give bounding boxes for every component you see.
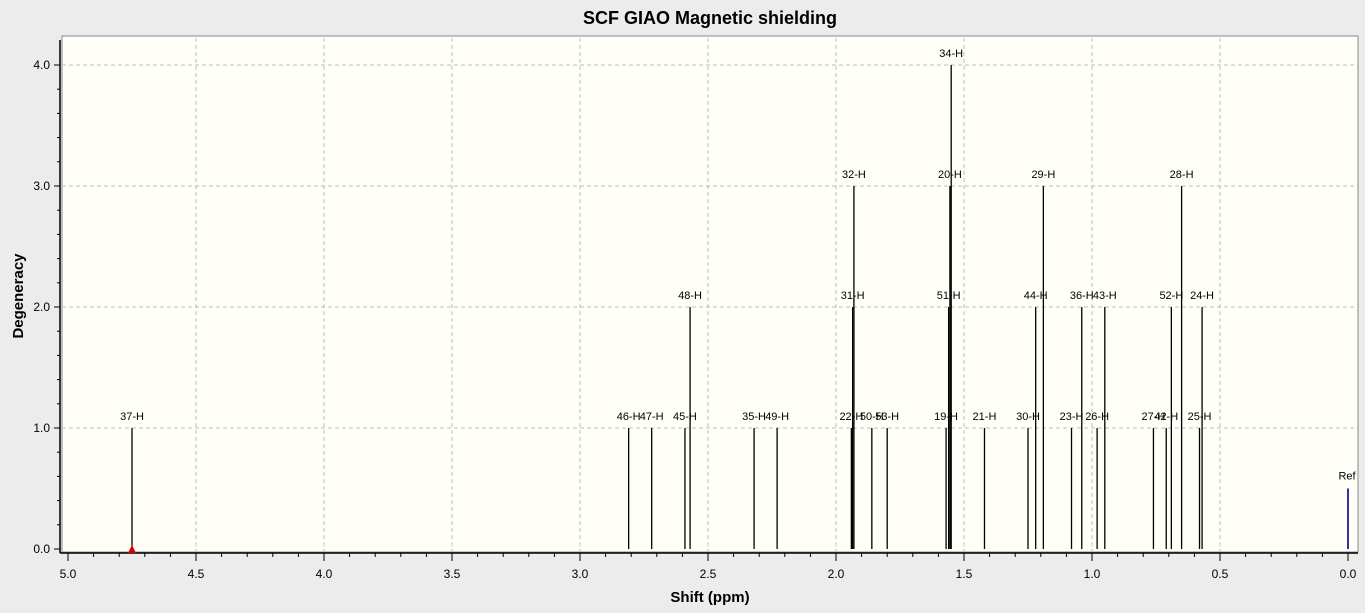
x-tick-label: 0.0: [1340, 567, 1357, 581]
peak-label: 43-H: [1093, 290, 1117, 302]
peak-label: 50-H: [860, 411, 884, 423]
peak-label: 27-H: [1142, 411, 1166, 423]
peak-label: 34-H: [939, 48, 963, 60]
axes: [59, 40, 1358, 554]
chart-title: SCF GIAO Magnetic shielding: [583, 8, 837, 28]
peak-label: 22-H: [839, 411, 863, 423]
y-tick-label: 0.0: [33, 542, 50, 556]
y-tick-label: 3.0: [33, 179, 50, 193]
x-tick-label: 3.5: [444, 567, 461, 581]
x-tick-label: 4.5: [188, 567, 205, 581]
plot-area[interactable]: [61, 35, 1359, 553]
peak-label: 21-H: [973, 411, 997, 423]
x-tick-label: 1.5: [956, 567, 973, 581]
peak-label: 46-H: [617, 411, 641, 423]
x-tick-label: 5.0: [60, 567, 77, 581]
y-tick-label: 1.0: [33, 421, 50, 435]
peak-label: 49-H: [765, 411, 789, 423]
y-tick-label: 2.0: [33, 300, 50, 314]
peak-label: 36-H: [1070, 290, 1094, 302]
x-tick-label: 1.0: [1084, 567, 1101, 581]
peak-labels: 37-H 46-H 47-H 45-H 48-H 35-H 49-H 22-H 31-H 32-H…: [120, 48, 1356, 483]
peak-label: 47-H: [640, 411, 664, 423]
peak-label: 31-H: [841, 290, 865, 302]
y-tick-label: 4.0: [33, 58, 50, 72]
peak-label: 19-H: [934, 411, 958, 423]
x-tick-label: 4.0: [316, 567, 333, 581]
peak-label: 52-H: [1159, 290, 1183, 302]
peaks: [128, 65, 1349, 553]
peak-label: 25-H: [1188, 411, 1212, 423]
peak-label: 42-H: [1154, 411, 1178, 423]
peak-label: 44-H: [1024, 290, 1048, 302]
x-tick-label: 3.0: [572, 567, 589, 581]
x-axis-title: Shift (ppm): [670, 589, 749, 606]
y-axis-title: Degeneracy: [10, 253, 27, 339]
peak-label: 45-H: [673, 411, 697, 423]
peak-label: 28-H: [1170, 169, 1194, 181]
x-tick-label: 0.5: [1212, 567, 1229, 581]
peak-label: 53-H: [875, 411, 899, 423]
peak-label: 20-H: [938, 169, 962, 181]
peak-label: 35-H: [742, 411, 766, 423]
y-axis-ticks: 0.0 1.0 2.0 3.0 4.0: [33, 58, 60, 556]
x-axis-ticks: 5.0 4.5 4.0 3.5 3.0 2.5 2.0 1.5 1.0 0.5 0.0: [60, 553, 1357, 581]
peak-label: 30-H: [1016, 411, 1040, 423]
peak-label: 48-H: [678, 290, 702, 302]
peak-label: 23-H: [1060, 411, 1084, 423]
reference-label: Ref: [1338, 471, 1356, 483]
peak-label: 24-H: [1190, 290, 1214, 302]
peak-label: 29-H: [1031, 169, 1055, 181]
x-tick-label: 2.0: [828, 567, 845, 581]
grid-lines: [62, 38, 1358, 551]
x-tick-label: 2.5: [700, 567, 717, 581]
selection-marker[interactable]: [128, 545, 136, 553]
peak-label: 32-H: [842, 169, 866, 181]
peak-label: 51-H: [937, 290, 961, 302]
peak-label: 26-H: [1085, 411, 1109, 423]
peak-label: 37-H: [120, 411, 144, 423]
